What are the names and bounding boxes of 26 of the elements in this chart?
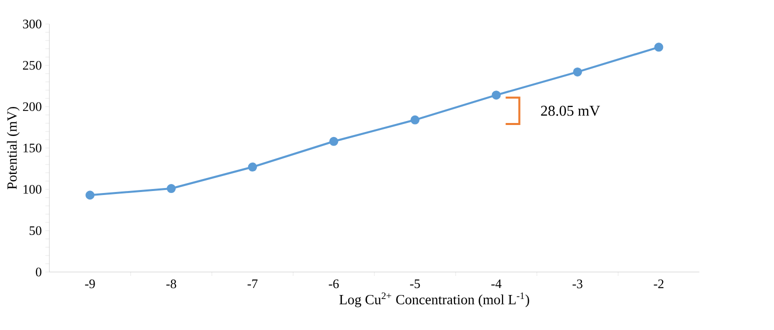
point (492, 90, 501, 100)
y-tick-label: 0 (36, 268, 42, 276)
x-tick-label: -5 (410, 280, 420, 288)
annotation: 28.05 mV (541, 106, 600, 116)
y-tick-label: 300 (23, 20, 42, 28)
point (248, 162, 258, 172)
x-tick-label: -8 (166, 280, 176, 288)
point (166, 184, 176, 194)
x-tick-label: -9 (85, 280, 95, 288)
y-tick-label: 200 (22, 102, 42, 112)
x-tick-label: -4 (491, 280, 502, 288)
x-tick-label: -2 (654, 280, 664, 288)
point (410, 115, 420, 124)
point (654, 42, 664, 52)
y-tick-label: 100 (24, 184, 42, 194)
x-axis-title: Log Cu$^{2+}$ Concentration (mol L$^{-1}$) (339, 292, 530, 308)
point (86, 190, 95, 200)
y-tick-label: 250 (22, 60, 42, 70)
point (573, 67, 582, 76)
x-tick-label: -3 (572, 280, 582, 288)
x-tick-label: -6 (328, 280, 339, 288)
y-axis-title: Potential (mV) (6, 106, 20, 190)
point (329, 136, 338, 146)
y-tick-label: 50 (30, 226, 42, 236)
y-tick-label: 150 (24, 144, 42, 152)
x-tick-label: -7 (248, 280, 258, 288)
